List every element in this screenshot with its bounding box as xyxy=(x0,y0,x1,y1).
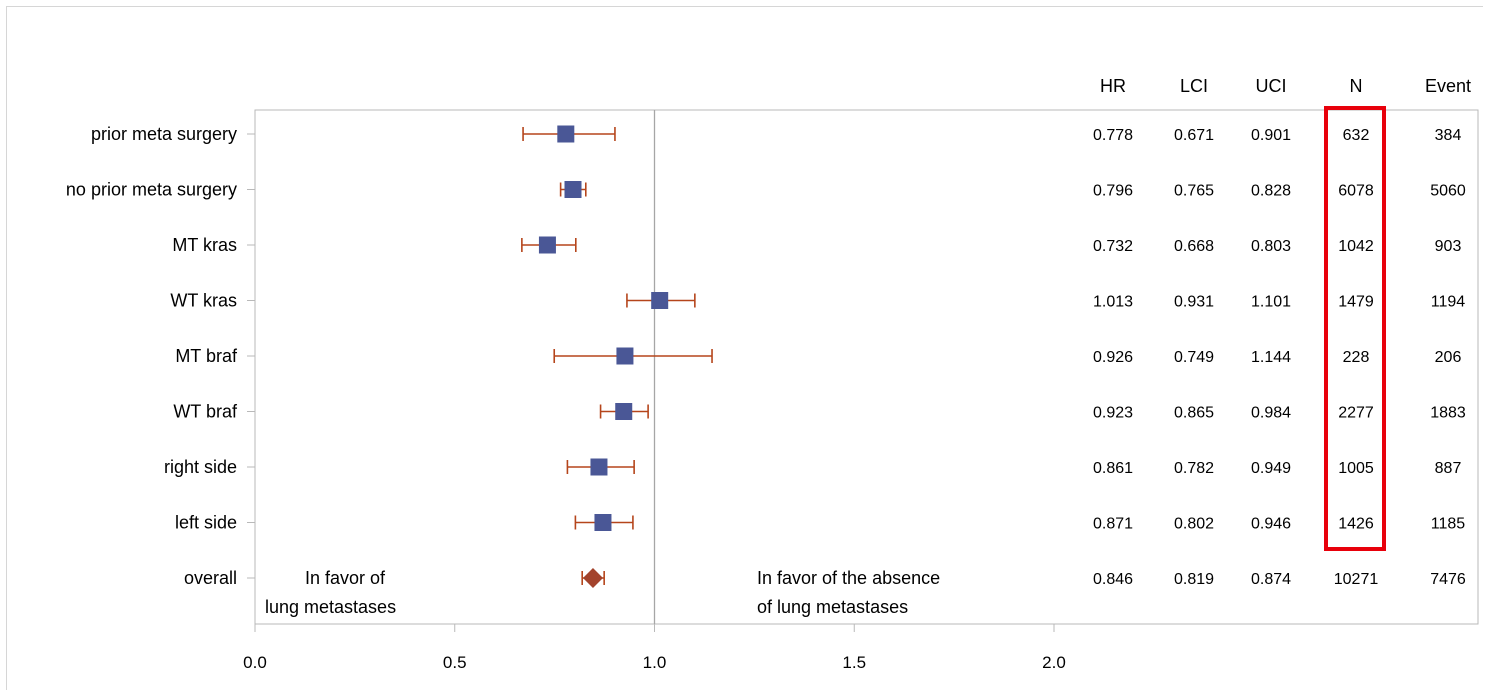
n-value: 1042 xyxy=(1338,238,1374,255)
n-value: 1005 xyxy=(1338,460,1374,477)
y-label: prior meta surgery xyxy=(91,124,237,144)
stats-table: HR LCI UCI N Event 0.778 0.671 0.901 632 384 0.796… xyxy=(1093,76,1471,588)
y-label: MT braf xyxy=(175,346,238,366)
n-value: 632 xyxy=(1343,127,1370,144)
lci-value: 0.782 xyxy=(1174,460,1214,477)
n-value: 2277 xyxy=(1338,405,1374,422)
hr-value: 0.871 xyxy=(1093,516,1133,533)
hr-square-marker xyxy=(616,347,634,365)
chart-frame xyxy=(6,6,1483,690)
uci-value: 0.949 xyxy=(1251,460,1291,477)
lci-value: 0.668 xyxy=(1174,238,1214,255)
n-value: 228 xyxy=(1343,349,1370,366)
y-label: MT kras xyxy=(172,235,237,255)
annotations: In favor of lung metastases In favor of th… xyxy=(265,568,940,617)
plot-border xyxy=(254,109,1479,625)
hr-value: 0.732 xyxy=(1093,238,1133,255)
y-label: right side xyxy=(164,457,237,477)
x-tick-label: 1.0 xyxy=(643,653,667,672)
y-label: no prior meta surgery xyxy=(66,180,237,200)
uci-value: 1.144 xyxy=(1251,349,1291,366)
n-value: 10271 xyxy=(1334,571,1379,588)
uci-value: 0.803 xyxy=(1251,238,1291,255)
hr-diamond-marker xyxy=(582,568,603,588)
y-label: overall xyxy=(184,568,237,588)
hr-square-marker xyxy=(564,181,582,198)
hr-square-marker xyxy=(615,403,633,420)
n-value: 1479 xyxy=(1338,294,1374,311)
n-column-highlight-box xyxy=(1324,106,1386,551)
hr-square-marker xyxy=(538,236,556,254)
column-header-event: Event xyxy=(1425,76,1471,96)
event-value: 903 xyxy=(1435,238,1462,255)
event-value: 1194 xyxy=(1431,294,1466,311)
hr-square-marker xyxy=(651,292,669,309)
y-label: left side xyxy=(175,513,237,533)
lci-value: 0.671 xyxy=(1174,127,1214,144)
column-header-uci: UCI xyxy=(1256,76,1287,96)
event-value: 384 xyxy=(1435,127,1462,144)
event-value: 206 xyxy=(1435,349,1462,366)
lci-value: 0.865 xyxy=(1174,405,1214,422)
plot-area xyxy=(254,109,1479,625)
lci-value: 0.819 xyxy=(1174,571,1214,588)
column-header-hr: HR xyxy=(1100,76,1126,96)
x-tick-label: 0.0 xyxy=(243,653,267,672)
hr-square-marker xyxy=(557,125,575,143)
annotation-right-line1: In favor of the absence xyxy=(757,568,940,588)
hr-value: 0.861 xyxy=(1093,460,1133,477)
uci-value: 0.946 xyxy=(1251,516,1291,533)
annotation-left-line2: lung metastases xyxy=(265,597,396,617)
y-label: WT braf xyxy=(173,402,238,422)
x-tick-label: 2.0 xyxy=(1042,653,1066,672)
annotation-right-line2: of lung metastases xyxy=(757,597,908,617)
uci-value: 0.828 xyxy=(1251,183,1291,200)
event-value: 5060 xyxy=(1430,183,1466,200)
n-value: 1426 xyxy=(1338,516,1374,533)
x-tick-label: 1.5 xyxy=(842,653,866,672)
hr-value: 0.846 xyxy=(1093,571,1133,588)
lci-value: 0.802 xyxy=(1174,516,1214,533)
hr-value: 0.796 xyxy=(1093,183,1133,200)
uci-value: 0.984 xyxy=(1251,405,1291,422)
n-column-highlight xyxy=(1324,106,1386,551)
annotation-left-line1: In favor of xyxy=(305,568,386,588)
event-value: 1883 xyxy=(1430,405,1466,422)
event-value: 7476 xyxy=(1430,571,1466,588)
data-marks xyxy=(521,125,713,588)
hr-value: 1.013 xyxy=(1093,294,1133,311)
hr-square-marker xyxy=(594,514,612,531)
y-axis-labels: prior meta surgery no prior meta surgery M… xyxy=(66,124,255,588)
hr-square-marker xyxy=(590,458,608,476)
y-label: WT kras xyxy=(170,291,237,311)
uci-value: 0.874 xyxy=(1251,571,1291,588)
x-tick-label: 0.5 xyxy=(443,653,467,672)
n-value: 6078 xyxy=(1338,183,1374,200)
uci-value: 1.101 xyxy=(1251,294,1291,311)
event-value: 1185 xyxy=(1431,516,1466,533)
hr-value: 0.926 xyxy=(1093,349,1133,366)
hr-value: 0.778 xyxy=(1093,127,1133,144)
x-axis: 0.0 0.5 1.0 1.5 2.0 xyxy=(243,624,1066,672)
uci-value: 0.901 xyxy=(1251,127,1291,144)
column-header-n: N xyxy=(1350,76,1363,96)
lci-value: 0.931 xyxy=(1174,294,1214,311)
column-header-lci: LCI xyxy=(1180,76,1208,96)
lci-value: 0.765 xyxy=(1174,183,1214,200)
hr-value: 0.923 xyxy=(1093,405,1133,422)
event-value: 887 xyxy=(1435,460,1462,477)
lci-value: 0.749 xyxy=(1174,349,1214,366)
